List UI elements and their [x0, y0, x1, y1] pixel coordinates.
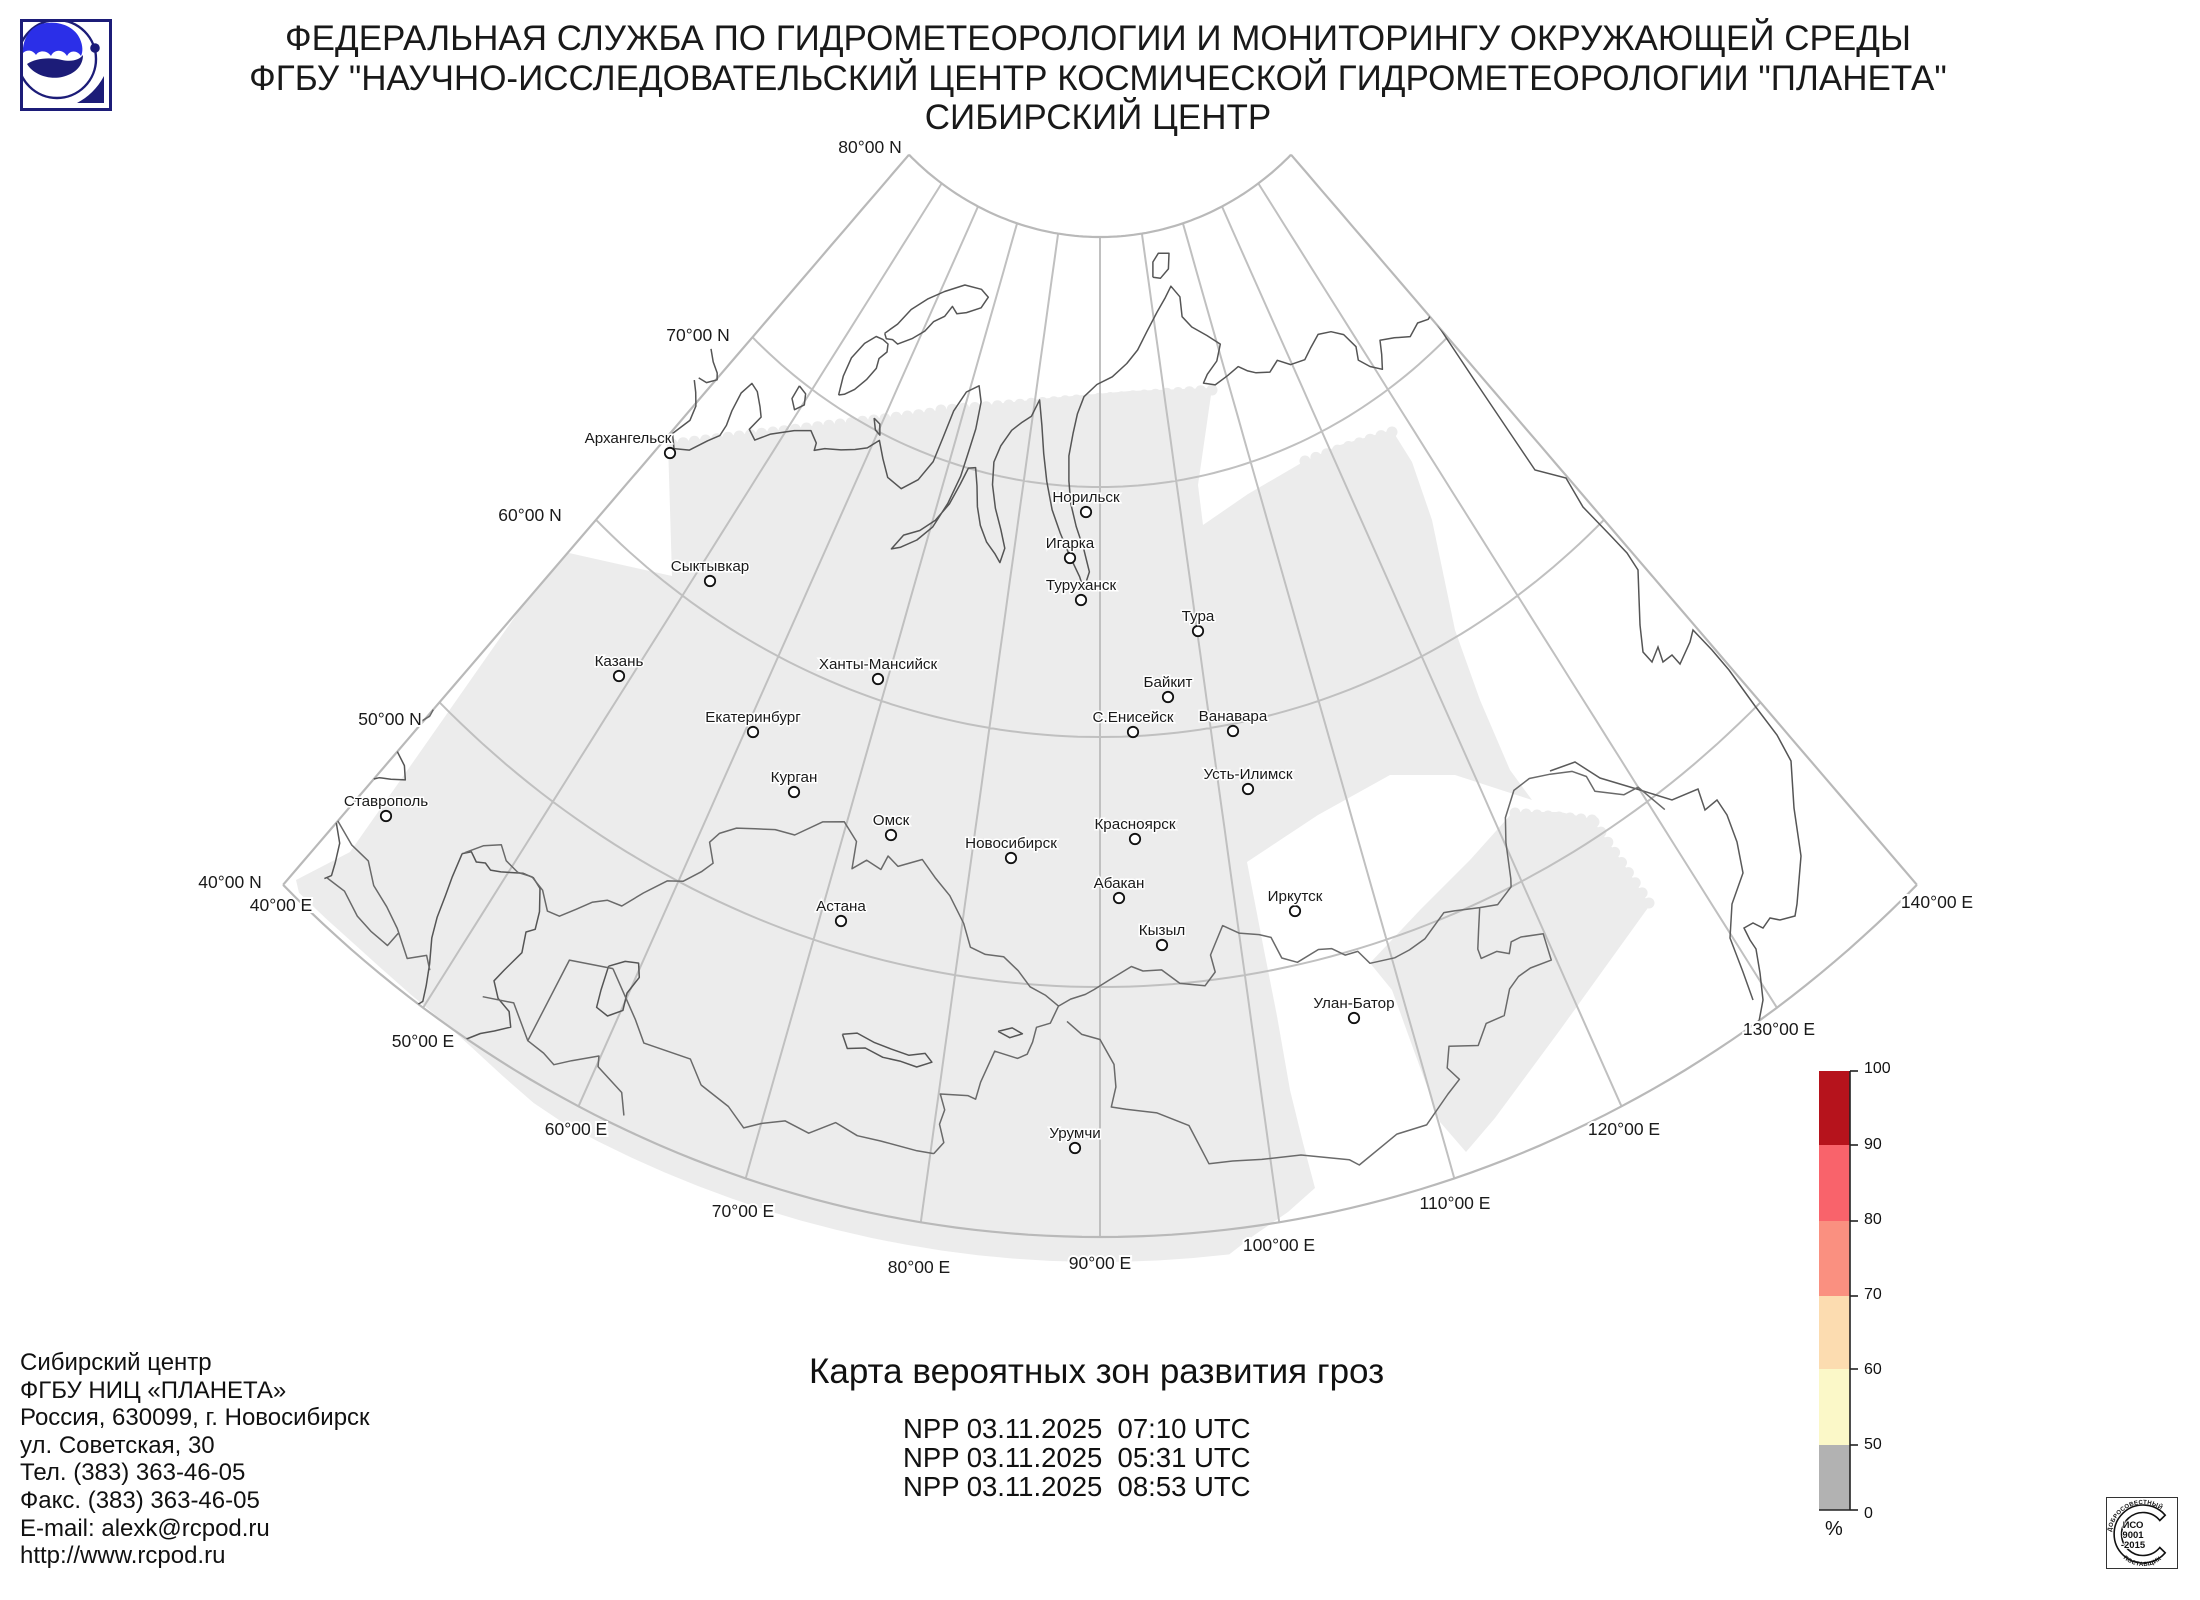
svg-text:Сыктывкар: Сыктывкар: [671, 558, 750, 575]
svg-text:Тура: Тура: [1182, 608, 1215, 625]
svg-text:Игарка: Игарка: [1046, 535, 1095, 552]
svg-text:40°00 N: 40°00 N: [198, 872, 261, 892]
svg-text:90°00 E: 90°00 E: [1069, 1253, 1131, 1273]
svg-text:Астана: Астана: [816, 898, 866, 915]
svg-text:70°00 N: 70°00 N: [666, 325, 729, 345]
svg-text:ИСО: ИСО: [2123, 1520, 2144, 1531]
svg-text:140°00 E: 140°00 E: [1901, 892, 1973, 912]
svg-text:40°00 E: 40°00 E: [250, 895, 312, 915]
svg-text:Ставрополь: Ставрополь: [344, 793, 428, 810]
svg-text:Улан-Батор: Улан-Батор: [1313, 995, 1394, 1012]
svg-text:60°00 E: 60°00 E: [545, 1119, 607, 1139]
svg-text:Иркутск: Иркутск: [1268, 888, 1323, 905]
svg-text:80: 80: [1864, 1211, 1882, 1228]
svg-text:50°00 E: 50°00 E: [392, 1031, 454, 1051]
svg-text:90: 90: [1864, 1136, 1882, 1153]
svg-text:%: %: [1825, 1518, 1843, 1540]
svg-text:120°00 E: 120°00 E: [1588, 1119, 1660, 1139]
svg-text:Кызыл: Кызыл: [1139, 922, 1186, 939]
svg-text:Красноярск: Красноярск: [1094, 816, 1175, 833]
svg-text:Омск: Омск: [873, 812, 910, 829]
svg-text:70: 70: [1864, 1286, 1882, 1303]
svg-text:100°00 E: 100°00 E: [1243, 1235, 1315, 1255]
svg-text:50°00 N: 50°00 N: [358, 709, 421, 729]
svg-text:Норильск: Норильск: [1052, 489, 1120, 506]
svg-text:Новосибирск: Новосибирск: [965, 835, 1057, 852]
svg-text:Байкит: Байкит: [1144, 674, 1193, 691]
svg-text:0: 0: [1864, 1505, 1873, 1522]
svg-text:60°00 N: 60°00 N: [498, 505, 561, 525]
svg-text:Урумчи: Урумчи: [1049, 1125, 1101, 1142]
svg-text:110°00 E: 110°00 E: [1420, 1193, 1491, 1213]
svg-text:Архангельск: Архангельск: [585, 430, 672, 447]
svg-text:Абакан: Абакан: [1094, 875, 1145, 892]
svg-text:70°00 E: 70°00 E: [712, 1201, 774, 1221]
svg-text:С.Енисейск: С.Енисейск: [1093, 709, 1174, 726]
svg-text:100: 100: [1864, 1060, 1891, 1077]
svg-text:130°00 E: 130°00 E: [1743, 1019, 1815, 1039]
svg-text:Ванавара: Ванавара: [1199, 708, 1268, 725]
svg-text:Усть-Илимск: Усть-Илимск: [1203, 766, 1292, 783]
svg-text:Курган: Курган: [771, 769, 818, 786]
svg-text:9001: 9001: [2122, 1530, 2144, 1541]
svg-text:80°00 N: 80°00 N: [838, 137, 901, 157]
svg-text:80°00 E: 80°00 E: [888, 1257, 950, 1277]
svg-text:Казань: Казань: [595, 653, 644, 670]
svg-text:Екатеринбург: Екатеринбург: [705, 709, 801, 726]
svg-text:Туруханск: Туруханск: [1046, 577, 1117, 594]
svg-text:Ханты-Мансийск: Ханты-Мансийск: [819, 656, 938, 673]
svg-text:-2015: -2015: [2121, 1540, 2146, 1551]
svg-text:60: 60: [1864, 1361, 1882, 1378]
svg-text:50: 50: [1864, 1436, 1882, 1453]
